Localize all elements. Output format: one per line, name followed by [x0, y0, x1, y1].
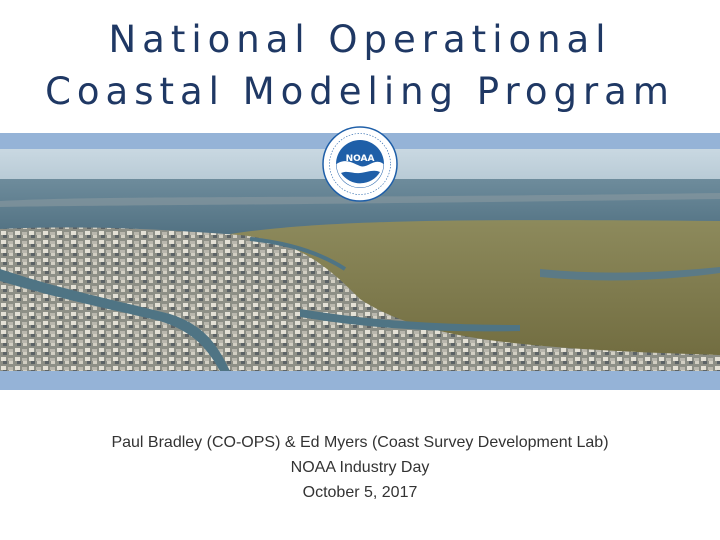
slide-title: National Operational Coastal Modeling Pr…: [0, 14, 720, 118]
event-line: NOAA Industry Day: [290, 459, 430, 476]
slide-credits: Paul Bradley (CO-OPS) & Ed Myers (Coast …: [0, 430, 720, 505]
logo-wordmark: NOAA: [346, 154, 375, 164]
bottom-band: [0, 371, 720, 390]
authors-line: Paul Bradley (CO-OPS) & Ed Myers (Coast …: [111, 434, 609, 451]
coastal-aerial-photo: [0, 149, 720, 371]
title-line-2: Coastal Modeling Program: [45, 70, 675, 113]
title-line-1: National Operational: [108, 18, 612, 61]
noaa-logo-icon: NOAA: [322, 126, 398, 202]
date-line: October 5, 2017: [302, 484, 418, 501]
